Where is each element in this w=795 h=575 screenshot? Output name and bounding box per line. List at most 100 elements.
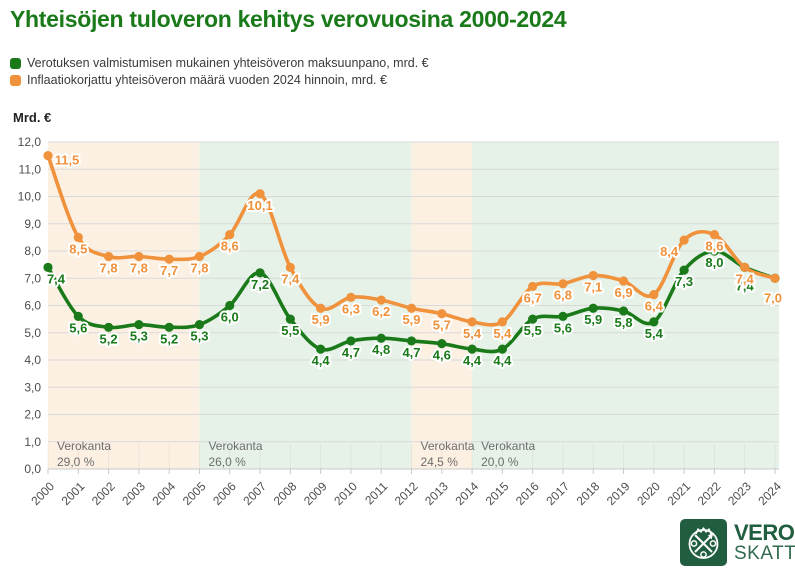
band-annotation-title: Verokanta [421, 439, 475, 453]
x-tick-label: 2007 [240, 479, 269, 508]
legend-item: Verotuksen valmistumisen mukainen yhteis… [10, 55, 429, 72]
orange-series-data-label: 7,7 [160, 263, 178, 278]
orange-series-data-point [497, 317, 507, 327]
x-tick-label: 2004 [150, 479, 179, 508]
green-series-data-point [558, 311, 568, 321]
green-series-data-point [134, 319, 144, 330]
orange-series-data-label: 5,4 [493, 326, 512, 341]
orange-series-data-point [43, 151, 53, 161]
x-tick-label: 2021 [664, 479, 693, 508]
orange-series-data-label: 6,3 [342, 301, 360, 316]
legend-marker-icon [10, 58, 21, 69]
legend-item: Inflaatiokorjattu yhteisöveron määrä vuo… [10, 72, 429, 89]
x-tick-label: 2022 [695, 479, 724, 508]
orange-series-data-label: 7,0 [764, 290, 782, 305]
y-tick-label: 2,0 [24, 408, 41, 422]
legend-label: Inflaatiokorjattu yhteisöveron määrä vuo… [27, 73, 387, 87]
orange-series-data-label: 6,7 [524, 290, 542, 305]
green-series-data-label: 7,3 [675, 274, 693, 289]
green-series-data-label: 5,2 [100, 331, 118, 346]
y-tick-label: 10,0 [18, 190, 42, 204]
orange-series-data-point [770, 273, 780, 283]
vero-logo-text: VERO SKATT [734, 522, 795, 564]
x-tick-label: 2001 [59, 479, 88, 508]
green-series-data-label: 4,6 [433, 348, 451, 363]
green-series-data-label: 4,4 [312, 353, 331, 368]
orange-series-data-label: 10,1 [247, 198, 272, 213]
orange-series-data-label: 6,4 [645, 299, 664, 314]
x-tick-label: 2012 [392, 479, 421, 508]
green-series-data-label: 5,8 [615, 315, 633, 330]
x-tick-label: 2014 [452, 479, 481, 508]
green-series-data-point [679, 265, 689, 275]
orange-series-data-point [285, 262, 295, 272]
green-series-data-label: 4,4 [463, 353, 482, 368]
x-tick-label: 2017 [543, 479, 572, 508]
logo-text-skatt: SKATT [734, 543, 795, 564]
x-tick-label: 2002 [89, 479, 118, 508]
y-tick-label: 11,0 [19, 162, 42, 176]
vero-emblem-icon [680, 519, 727, 566]
green-series-data-label: 4,7 [342, 345, 360, 360]
band-annotation-title: Verokanta [57, 439, 111, 453]
legend-label: Verotuksen valmistumisen mukainen yhteis… [27, 56, 429, 70]
orange-series-data-point [649, 290, 659, 300]
x-tick-label: 2018 [574, 479, 603, 508]
y-tick-label: 12,0 [18, 135, 42, 149]
orange-series-data-point [73, 232, 83, 242]
orange-series-data-point [406, 303, 417, 313]
vero-logo: VERO SKATT [680, 519, 795, 566]
band-annotation-title: Verokanta [481, 439, 535, 453]
orange-series-data-label: 5,4 [463, 326, 482, 341]
y-tick-label: 9,0 [24, 217, 41, 231]
x-tick-label: 2010 [331, 479, 360, 508]
orange-series-data-label: 6,9 [615, 285, 633, 300]
green-series-data-point [649, 317, 659, 327]
band-annotation-rate: 26,0 % [208, 455, 246, 469]
orange-series-data-point [679, 235, 689, 245]
orange-series-data-label: 6,2 [372, 304, 390, 319]
green-series-data-point [709, 246, 720, 256]
orange-series-data-point [618, 276, 629, 286]
orange-series-data-label: 7,8 [130, 260, 148, 275]
band-annotation-rate: 20,0 % [481, 455, 519, 469]
x-tick-label: 2019 [604, 479, 633, 508]
green-series-data-point [588, 303, 598, 313]
green-series-data-point [406, 336, 417, 346]
orange-series-data-label: 8,4 [660, 244, 679, 259]
x-tick-label: 2024 [755, 479, 784, 508]
green-series-data-label: 5,5 [524, 323, 542, 338]
green-series-data-point [255, 268, 265, 278]
orange-series-data-point [467, 317, 477, 327]
orange-series-data-label: 5,7 [433, 318, 451, 333]
y-tick-label: 4,0 [24, 353, 41, 367]
green-series-data-label: 5,6 [69, 320, 87, 335]
orange-series-data-label: 5,9 [312, 312, 330, 327]
x-tick-label: 2008 [271, 479, 300, 508]
legend: Verotuksen valmistumisen mukainen yhteis… [10, 55, 429, 89]
green-series-data-point [376, 333, 386, 343]
band-annotation-rate: 29,0 % [57, 455, 95, 469]
green-series-data-point [618, 306, 629, 316]
green-series-data-point [437, 339, 447, 349]
green-series-data-label: 6,0 [221, 310, 239, 325]
y-tick-label: 1,0 [24, 435, 41, 449]
green-series-data-point [497, 344, 507, 354]
orange-series-data-label: 7,1 [584, 280, 602, 295]
orange-series-data-point [376, 295, 386, 305]
x-tick-label: 2015 [483, 479, 512, 508]
x-tick-label: 2016 [513, 479, 542, 508]
x-tick-label: 2000 [28, 479, 57, 508]
orange-series-data-label: 8,6 [705, 239, 723, 254]
y-axis-title: Mrd. € [13, 110, 52, 125]
orange-series-data-label: 7,4 [736, 271, 755, 286]
y-tick-label: 6,0 [24, 299, 41, 313]
green-series-data-point [346, 336, 356, 346]
green-series-data-label: 5,3 [130, 329, 148, 344]
green-series-data-label: 8,0 [705, 255, 723, 270]
x-tick-label: 2006 [210, 479, 239, 508]
orange-series-data-point [255, 189, 265, 199]
orange-series-data-point [740, 262, 750, 272]
